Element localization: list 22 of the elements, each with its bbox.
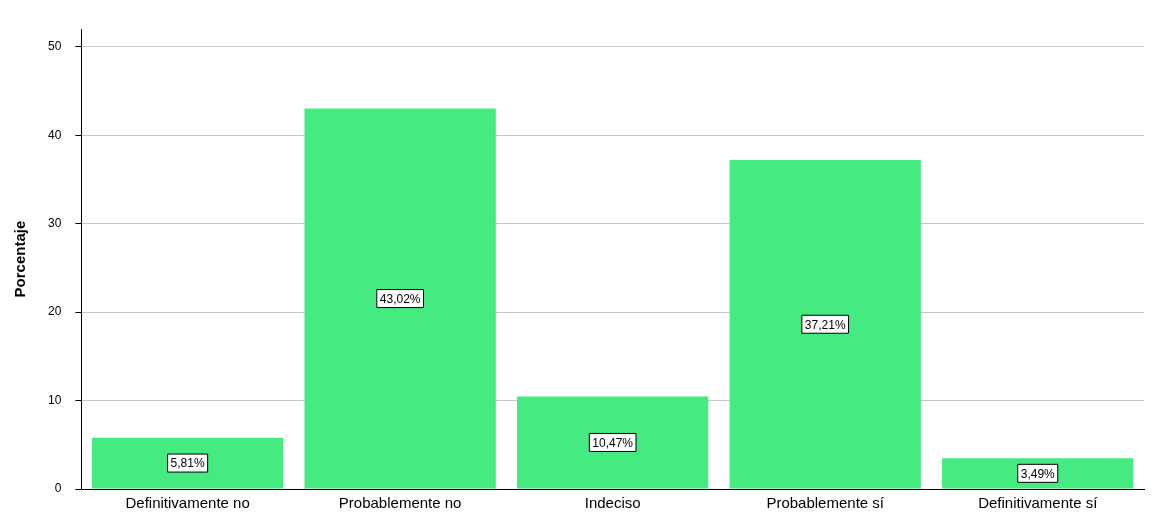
y-tick-label: 0 — [54, 481, 62, 496]
bar — [91, 437, 284, 489]
y-tick-label: 10 — [47, 392, 62, 407]
data-label: 5,81% — [170, 456, 205, 471]
bar — [942, 458, 1134, 489]
y-tick-label: 50 — [47, 39, 62, 54]
data-label: 37,21% — [804, 317, 846, 332]
bar — [729, 159, 921, 489]
x-tick-label: Probablemente no — [338, 494, 462, 512]
data-label: 10,47% — [592, 435, 634, 450]
y-tick-label: 30 — [47, 216, 62, 231]
data-label: 43,02% — [379, 291, 421, 306]
y-tick-label: 20 — [47, 304, 62, 319]
bar — [517, 396, 709, 489]
x-tick-label: Definitivamente no — [125, 494, 250, 512]
y-tick-label: 40 — [47, 127, 62, 142]
x-tick-label: Indeciso — [584, 494, 641, 512]
bar — [304, 108, 496, 489]
x-tick-label: Probablemente sí — [766, 494, 885, 512]
y-axis-title: Porcentaje — [11, 220, 29, 298]
data-label: 3,49% — [1020, 466, 1056, 481]
x-tick-label: Definitivamente sí — [978, 494, 1099, 512]
